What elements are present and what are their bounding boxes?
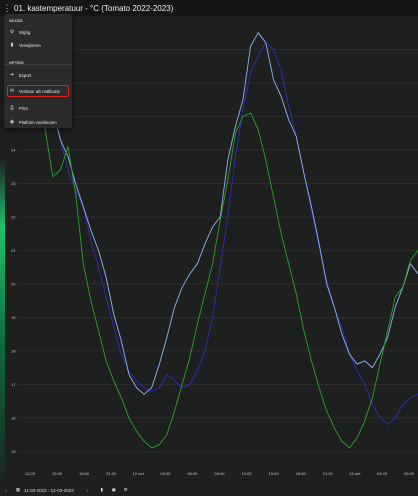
page-title: 01. kastemperatuur - °C (Tomato 2022-202… bbox=[14, 3, 174, 13]
y-tick-label: 16 bbox=[11, 415, 16, 420]
series-line-2 bbox=[29, 102, 418, 449]
x-tick-label: 09:00 bbox=[214, 471, 225, 476]
x-tick-label: 13 mrt bbox=[349, 471, 361, 476]
x-tick-label: 18:00 bbox=[296, 471, 307, 476]
more-options-icon[interactable]: ⋮ bbox=[2, 2, 12, 13]
date-range[interactable]: 11-03-2023 - 12-03-2023 bbox=[24, 487, 74, 493]
menu-item-label: Verstuur als notificatie bbox=[19, 88, 60, 94]
settings-icon[interactable]: ⚙ bbox=[123, 487, 128, 492]
menu-item-label: Export bbox=[19, 72, 32, 78]
menu-item-label: Verwijderen bbox=[19, 42, 41, 48]
next-period-button[interactable]: › bbox=[86, 487, 89, 493]
temperature-chart: 15161718192021222324252627 12:0015:0018:… bbox=[11, 32, 418, 476]
menu-item-export[interactable]: ➜ Export bbox=[8, 70, 68, 80]
bookmark-icon[interactable]: ▮ bbox=[100, 487, 103, 492]
export-icon: ➜ bbox=[9, 72, 15, 78]
menu-item-platform-preferences[interactable]: ◉ Platform voorkeuren bbox=[8, 117, 68, 127]
x-tick-label: 18:00 bbox=[79, 471, 90, 476]
context-menu: WIJZIG ⚙ Wijzig ▮ Verwijderen OPTIES ➜ E… bbox=[4, 14, 72, 128]
x-tick-label: 21:00 bbox=[323, 471, 334, 476]
menu-item-print[interactable]: ⎙ Print bbox=[8, 103, 68, 113]
menu-item-send-notification[interactable]: ✉ Verstuur als notificatie bbox=[7, 85, 69, 97]
x-tick-label: 12:00 bbox=[242, 471, 253, 476]
trash-icon: ▮ bbox=[10, 42, 14, 48]
menu-section-edit: WIJZIG bbox=[9, 18, 23, 23]
x-tick-label: 12 mrt bbox=[133, 471, 145, 476]
x-axis-ticks: 12:00 15:00 18:00 21:00 12 mrt 03:00 06:00 09:0… bbox=[25, 471, 415, 476]
menu-item-label: Print bbox=[19, 105, 28, 111]
x-tick-label: 03:00 bbox=[160, 471, 171, 476]
print-icon: ⎙ bbox=[9, 105, 14, 111]
menu-item-label: Platform voorkeuren bbox=[19, 119, 57, 125]
y-tick-label: 20 bbox=[11, 281, 16, 286]
chart-lines bbox=[29, 32, 418, 449]
series-line-1 bbox=[29, 32, 418, 395]
x-tick-label: 06:00 bbox=[404, 471, 415, 476]
menu-divider bbox=[4, 64, 72, 65]
y-tick-label: 17 bbox=[11, 382, 16, 387]
x-tick-label: 15:00 bbox=[269, 471, 280, 476]
notification-icon: ✉ bbox=[9, 88, 15, 94]
y-tick-label: 18 bbox=[11, 348, 16, 353]
y-tick-label: 15 bbox=[11, 449, 16, 454]
y-tick-label: 22 bbox=[11, 214, 16, 219]
x-tick-label: 15:00 bbox=[52, 471, 63, 476]
y-tick-label: 19 bbox=[11, 315, 16, 320]
y-tick-label: 24 bbox=[11, 147, 16, 152]
calendar-icon[interactable]: ▦ bbox=[15, 487, 21, 492]
preferences-icon: ◉ bbox=[9, 119, 15, 125]
series-line-0 bbox=[29, 42, 418, 425]
menu-item-edit[interactable]: ⚙ Wijzig bbox=[8, 27, 68, 37]
menu-section-options: OPTIES bbox=[9, 60, 24, 65]
gear-icon: ⚙ bbox=[9, 29, 15, 35]
footer-toolbar: ‹ ▦ 11-03-2023 - 12-03-2023 › ▮ ▣ ⚙ bbox=[0, 484, 418, 496]
x-tick-label: 03:00 bbox=[377, 471, 388, 476]
y-tick-label: 21 bbox=[11, 248, 16, 253]
accent-bar bbox=[0, 16, 5, 488]
x-tick-label: 12:00 bbox=[25, 471, 36, 476]
menu-item-delete[interactable]: ▮ Verwijderen bbox=[8, 40, 68, 50]
menu-item-label: Wijzig bbox=[19, 29, 31, 35]
save-icon[interactable]: ▣ bbox=[111, 487, 116, 492]
y-tick-label: 23 bbox=[11, 181, 16, 186]
prev-period-button[interactable]: ‹ bbox=[5, 487, 7, 493]
chart-grid bbox=[18, 49, 418, 452]
x-tick-label: 06:00 bbox=[187, 471, 198, 476]
x-tick-label: 21:00 bbox=[106, 471, 117, 476]
title-bar: ⋮ 01. kastemperatuur - °C (Tomato 2022-2… bbox=[0, 0, 418, 16]
